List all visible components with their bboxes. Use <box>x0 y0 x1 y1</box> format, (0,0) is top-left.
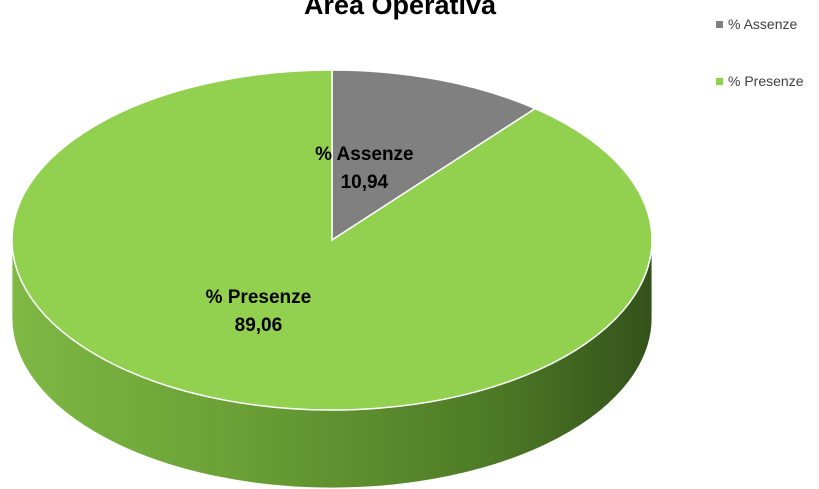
legend-swatch-assenze <box>716 21 723 28</box>
legend-label-assenze: % Assenze <box>728 16 797 32</box>
legend-entry-presenze: % Presenze <box>716 73 804 89</box>
legend-label-presenze: % Presenze <box>728 73 804 89</box>
legend: % Assenze % Presenze <box>716 16 804 89</box>
chart-title: Area Operativa <box>304 0 497 20</box>
pie-slice-1 <box>11 69 653 411</box>
legend-swatch-presenze <box>716 78 723 85</box>
pie-slices <box>11 69 653 411</box>
pie-slice-0 <box>331 69 537 242</box>
data-label-category-1: % Presenze <box>206 287 312 308</box>
data-label-value-1: 89,06 <box>235 315 283 336</box>
data-labels: % Assenze 10,94 % Presenze 89,06 <box>206 144 414 336</box>
data-label-value-0: 10,94 <box>341 172 389 193</box>
legend-entry-assenze: % Assenze <box>716 16 797 32</box>
data-label-category-0: % Assenze <box>315 144 414 165</box>
